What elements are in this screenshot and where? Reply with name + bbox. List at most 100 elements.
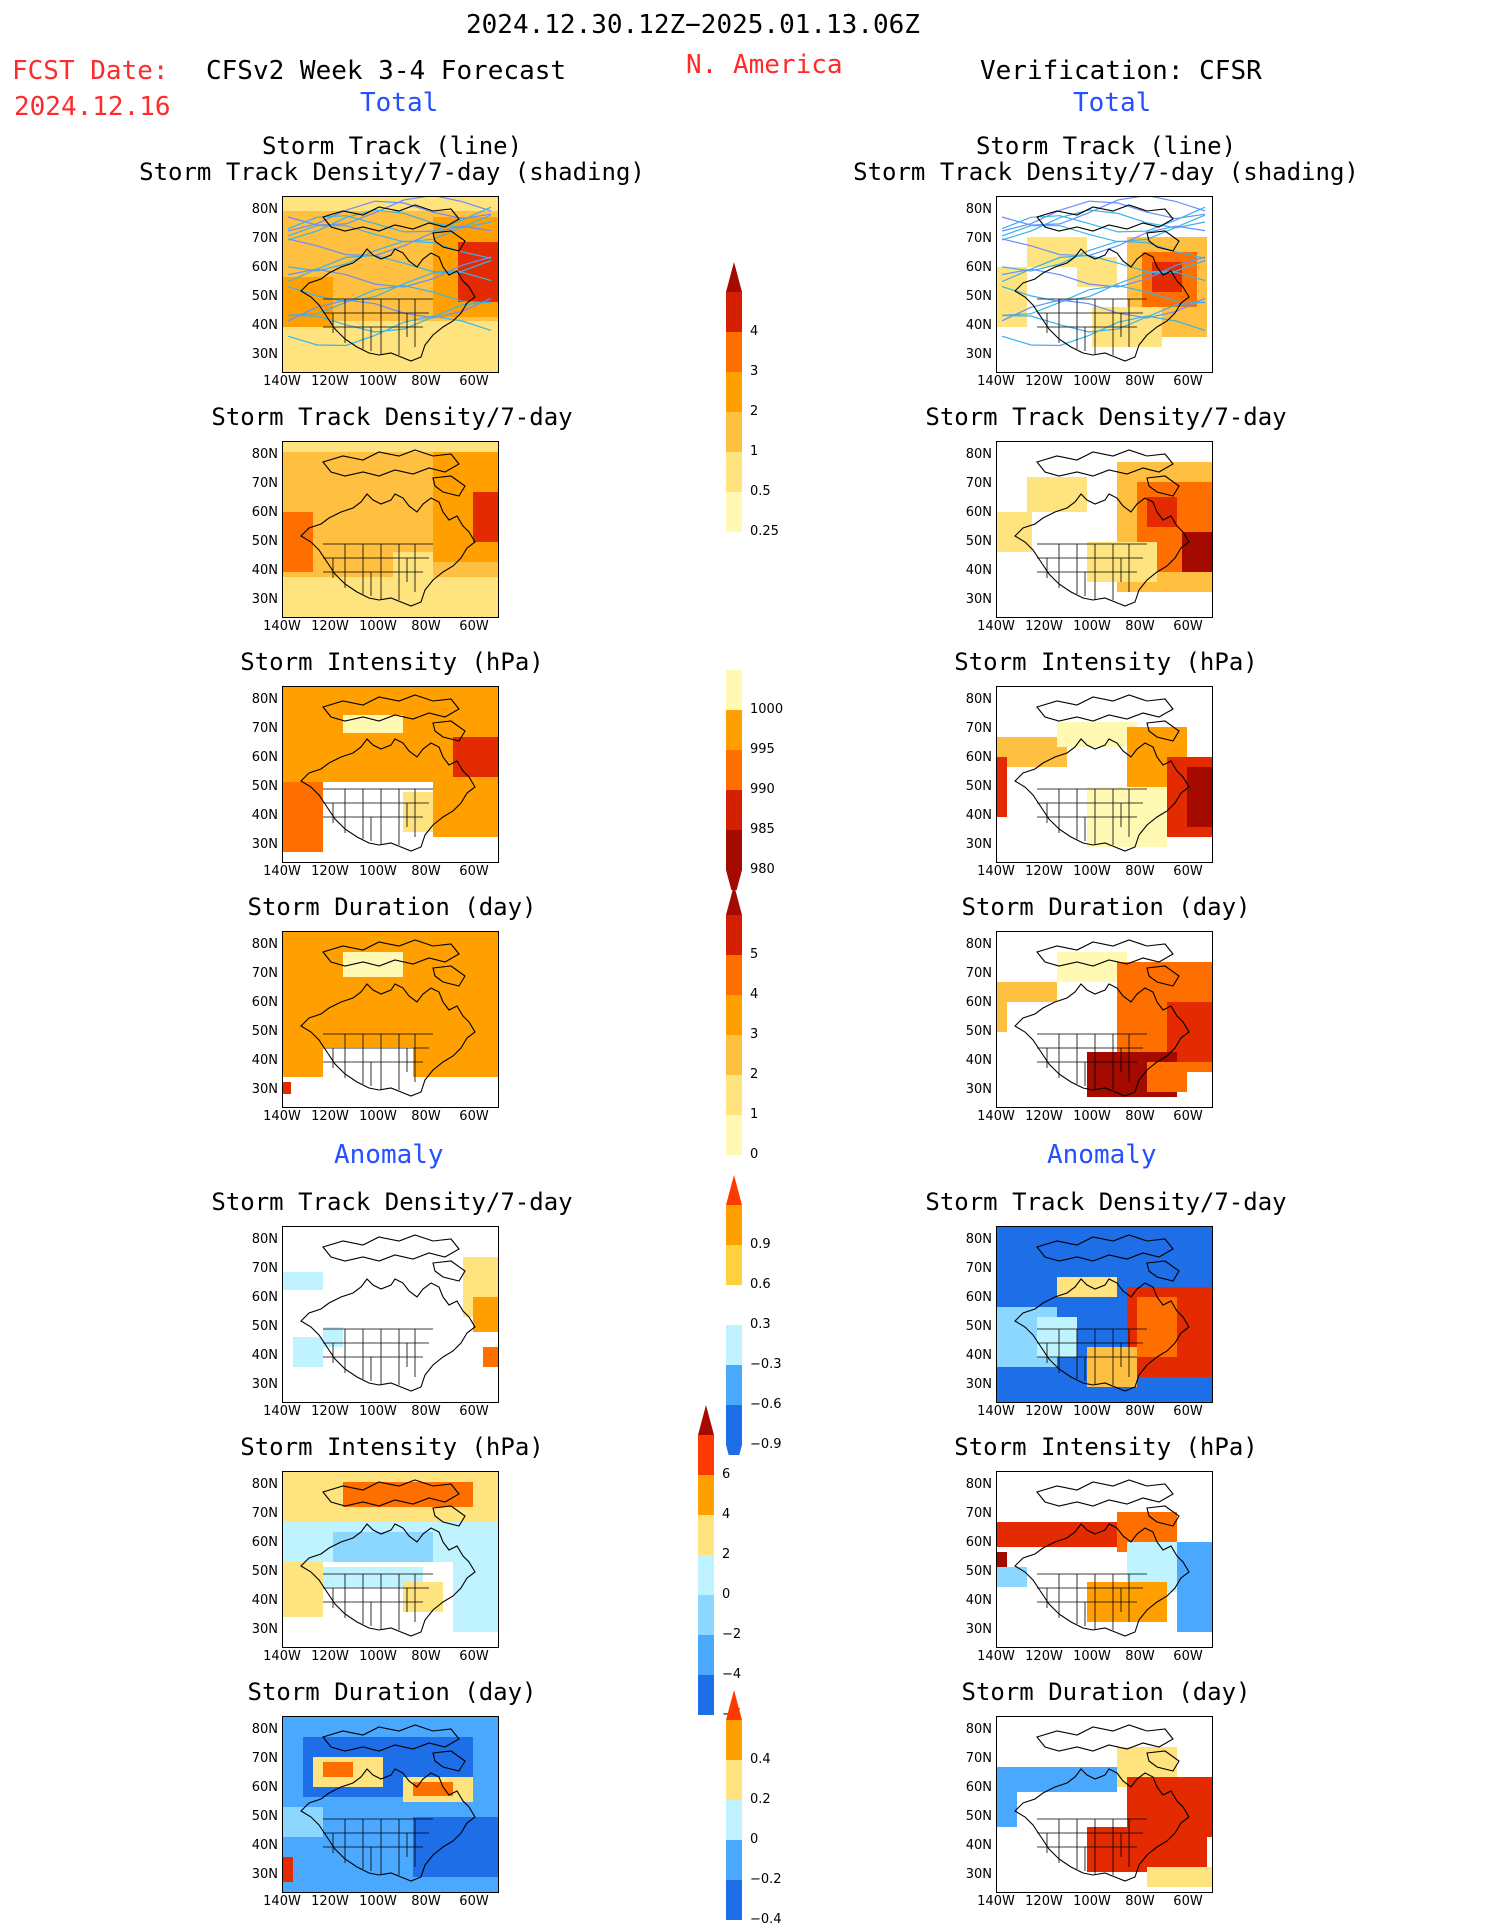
lat-label: 30N (965, 1082, 992, 1097)
storm-track-line (1001, 284, 1206, 316)
lat-label: 80N (965, 937, 992, 952)
lat-label: 60N (965, 995, 992, 1010)
colorbar-arrow-top (726, 1690, 742, 1720)
colorbar-label: −0.3 (750, 1357, 782, 1372)
shading-patch (1087, 1347, 1137, 1387)
left-anomaly-label: Anomaly (334, 1140, 444, 1170)
lat-label: 30N (251, 1082, 278, 1097)
lat-label: 30N (965, 837, 992, 852)
map-left-intensity-anom (282, 1471, 499, 1648)
colorbar-label: 0 (750, 1832, 759, 1847)
shading-patch (1177, 1542, 1212, 1632)
lon-label: 140W (977, 619, 1015, 634)
lon-label: 100W (359, 1404, 397, 1419)
shading-patch (283, 1857, 293, 1882)
coastline (1036, 1479, 1180, 1527)
lon-label: 100W (359, 374, 397, 389)
map-canvas (997, 197, 1207, 362)
lon-label: 80W (411, 619, 441, 634)
coastline (322, 1234, 466, 1282)
shading-patch (458, 242, 498, 302)
colorbar-segment (726, 1075, 742, 1115)
colorbar-label: 0.3 (750, 1317, 771, 1332)
lon-label: 100W (359, 619, 397, 634)
title-track-shading-left: Storm Track Density/7-day (shading) (139, 158, 645, 186)
lat-label: 30N (251, 1377, 278, 1392)
colorbar-segment (726, 1880, 742, 1920)
colorbar-graphic (698, 1405, 714, 1715)
lon-label: 100W (1073, 374, 1111, 389)
lat-label: 70N (965, 231, 992, 246)
shading-patch (473, 1297, 498, 1332)
lon-label: 80W (1125, 1404, 1155, 1419)
shading-patch (283, 1082, 291, 1094)
title-density-anom-right: Storm Track Density/7-day (925, 1188, 1287, 1216)
lat-label: 40N (251, 1838, 278, 1853)
colorbar-graphic (726, 262, 742, 532)
lon-label: 80W (411, 1649, 441, 1664)
shading-patch (283, 1047, 323, 1077)
shading-patch (997, 1002, 1007, 1032)
lon-label: 100W (1073, 1649, 1111, 1664)
shading-patch (413, 1817, 498, 1877)
colorbar-segment (726, 830, 742, 870)
storm-track-line (287, 256, 492, 288)
storm-track-line (287, 214, 492, 243)
title-track-shading-right: Storm Track Density/7-day (shading) (853, 158, 1359, 186)
title-track-line-right: Storm Track (line) (975, 132, 1237, 160)
coastline (322, 1479, 466, 1527)
shading-patch (323, 1567, 423, 1587)
coastline (1014, 983, 1190, 1097)
colorbar-arrow-top (726, 262, 742, 292)
lat-label: 40N (965, 1838, 992, 1853)
map-left-track (282, 196, 499, 373)
colorbar-label: 3 (750, 1027, 759, 1042)
lon-label: 120W (1025, 619, 1063, 634)
colorbar-label: 0.4 (750, 1752, 771, 1767)
map-right-intensity (996, 686, 1213, 863)
lat-label: 80N (251, 447, 278, 462)
coastline (1014, 493, 1190, 607)
lat-label: 50N (251, 1809, 278, 1824)
fcst-date-label: FCST Date: (12, 56, 169, 86)
map-left-intensity (282, 686, 499, 863)
lon-label: 100W (1073, 1404, 1111, 1419)
shading-patch (1187, 767, 1212, 827)
storm-track-line (287, 297, 492, 322)
lat-label: 70N (965, 1751, 992, 1766)
colorbar-segment (726, 1285, 742, 1325)
lat-label: 80N (965, 692, 992, 707)
lat-label: 70N (965, 1261, 992, 1276)
lat-label: 80N (251, 937, 278, 952)
lat-label: 40N (965, 563, 992, 578)
colorbar-segment (726, 750, 742, 790)
lat-label: 80N (251, 1722, 278, 1737)
lat-label: 60N (965, 505, 992, 520)
colorbar-segment (726, 412, 742, 452)
lat-label: 40N (965, 1348, 992, 1363)
lat-label: 50N (965, 1024, 992, 1039)
lat-label: 60N (251, 1780, 278, 1795)
lat-label: 40N (965, 1053, 992, 1068)
lon-label: 60W (1173, 1109, 1203, 1124)
colorbar-segment (726, 1245, 742, 1285)
lat-label: 50N (965, 1564, 992, 1579)
colorbar-graphic (726, 670, 742, 890)
lon-label: 140W (977, 1109, 1015, 1124)
colorbar-segment (698, 1555, 714, 1595)
lon-label: 60W (459, 1649, 489, 1664)
colorbar-arrow-top (698, 1405, 714, 1435)
colorbar-segment (726, 332, 742, 372)
colorbar-label: 0.6 (750, 1277, 771, 1292)
colorbar-label: 3 (750, 364, 759, 379)
map-left-duration-anom (282, 1716, 499, 1893)
shading-patch (1057, 722, 1137, 747)
coastline (300, 1768, 476, 1882)
coastline (300, 248, 476, 362)
state-boundaries (1037, 543, 1147, 600)
coastline (1014, 248, 1190, 362)
map-right-duration (996, 931, 1213, 1108)
lon-label: 60W (459, 1894, 489, 1909)
lon-label: 120W (1025, 864, 1063, 879)
colorbar-arrow-bottom (726, 870, 742, 890)
